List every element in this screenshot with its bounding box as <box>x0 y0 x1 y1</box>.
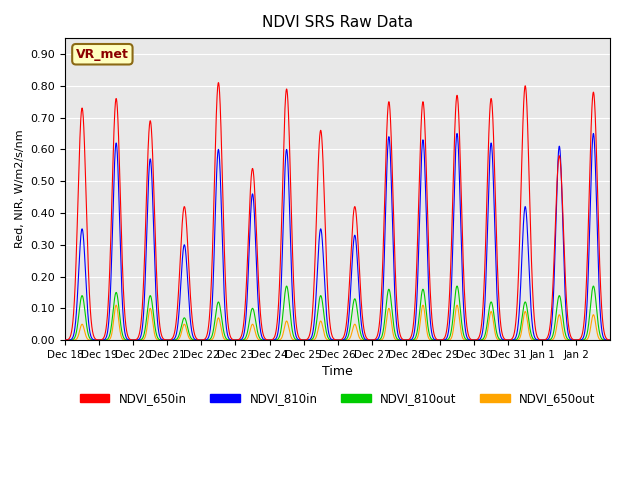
Y-axis label: Red, NIR, W/m2/s/nm: Red, NIR, W/m2/s/nm <box>15 130 25 249</box>
Text: VR_met: VR_met <box>76 48 129 61</box>
Title: NDVI SRS Raw Data: NDVI SRS Raw Data <box>262 15 413 30</box>
X-axis label: Time: Time <box>323 365 353 378</box>
Legend: NDVI_650in, NDVI_810in, NDVI_810out, NDVI_650out: NDVI_650in, NDVI_810in, NDVI_810out, NDV… <box>75 387 600 410</box>
